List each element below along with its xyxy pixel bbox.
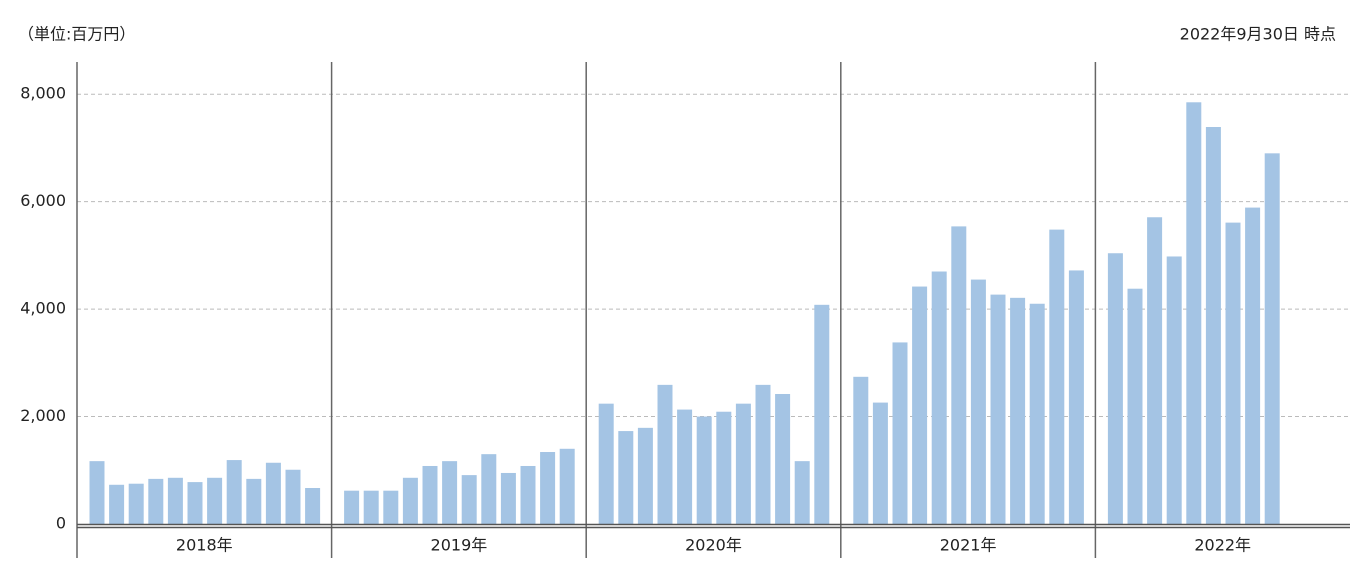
bar — [1245, 207, 1261, 524]
x-group-label: 2021年 — [940, 536, 997, 555]
bar — [618, 431, 634, 524]
bar — [912, 286, 928, 524]
x-group-label: 2022年 — [1194, 536, 1251, 555]
bar — [305, 488, 321, 524]
bar — [89, 461, 105, 524]
bar — [540, 452, 556, 524]
bar — [990, 294, 1006, 524]
bar — [1205, 127, 1221, 525]
bar — [1049, 229, 1065, 524]
bar — [246, 478, 262, 524]
bar — [520, 465, 536, 524]
bar — [128, 483, 144, 524]
bar — [892, 342, 908, 524]
bar — [970, 279, 986, 524]
bar — [872, 402, 888, 524]
bar — [422, 465, 438, 524]
x-group-label: 2019年 — [431, 536, 488, 555]
y-tick-label: 8,000 — [20, 84, 66, 103]
bar — [1068, 270, 1084, 524]
bar — [735, 403, 751, 524]
bar — [402, 477, 418, 524]
bar — [167, 477, 183, 524]
bar — [677, 409, 693, 524]
unit-note: （単位:百万円） — [18, 25, 135, 44]
bar — [951, 226, 967, 524]
bar — [207, 477, 223, 524]
y-tick-label: 2,000 — [20, 406, 66, 425]
bar — [383, 490, 399, 524]
bar — [500, 472, 516, 524]
bar — [1010, 297, 1026, 524]
bar — [148, 478, 164, 524]
bar — [461, 475, 477, 524]
y-tick-label: 6,000 — [20, 191, 66, 210]
bar — [637, 427, 653, 524]
bar — [716, 411, 732, 524]
bar — [226, 460, 242, 524]
x-group-label: 2020年 — [685, 536, 742, 555]
bar — [775, 393, 791, 524]
bar — [187, 482, 203, 524]
bar — [1107, 253, 1123, 524]
bar — [1147, 217, 1163, 525]
bar — [1166, 256, 1182, 524]
bar — [481, 454, 497, 524]
bar — [657, 384, 673, 524]
bar — [696, 416, 712, 524]
x-group-label: 2018年 — [176, 536, 233, 555]
bar — [1264, 153, 1280, 525]
bar — [442, 461, 458, 524]
y-tick-label: 0 — [56, 514, 66, 533]
bar — [363, 490, 379, 524]
bar — [109, 484, 125, 524]
bar — [814, 304, 830, 524]
bar — [559, 448, 575, 524]
bar — [1029, 303, 1045, 524]
as-of-date: 2022年9月30日 時点 — [1180, 25, 1336, 44]
bar — [285, 469, 301, 524]
bar — [265, 462, 281, 524]
y-tick-label: 4,000 — [20, 299, 66, 318]
bar — [755, 384, 771, 524]
bar — [853, 376, 869, 524]
bar — [1186, 102, 1202, 524]
bar — [598, 403, 614, 524]
bar — [1225, 222, 1241, 524]
bar — [1127, 288, 1143, 524]
bar — [344, 490, 360, 524]
bar — [931, 271, 947, 524]
bar — [794, 461, 810, 524]
